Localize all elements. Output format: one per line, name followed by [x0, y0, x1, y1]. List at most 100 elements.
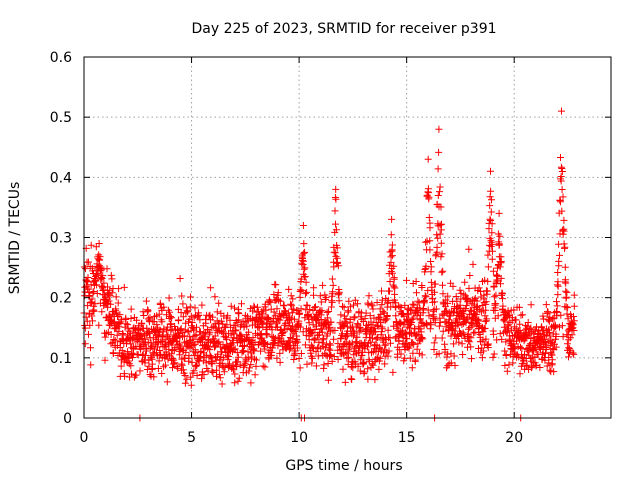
data-point: [375, 365, 383, 373]
data-point: [430, 339, 438, 347]
data-point: [301, 273, 309, 280]
data-point: [397, 319, 405, 327]
data-point: [558, 322, 566, 330]
data-point: [105, 290, 113, 298]
data-point: [163, 326, 170, 334]
data-point: [416, 325, 424, 333]
data-point: [366, 327, 374, 335]
data-point: [549, 315, 557, 323]
data-point: [105, 311, 113, 319]
data-point: [350, 314, 358, 322]
data-point: [181, 379, 189, 387]
data-point: [480, 291, 488, 299]
data-point: [235, 374, 243, 382]
data-point: [487, 187, 495, 195]
data-point: [389, 368, 397, 376]
data-point: [250, 302, 258, 310]
data-point: [169, 347, 177, 354]
data-point: [215, 371, 223, 379]
data-point: [544, 308, 552, 316]
data-point: [319, 281, 327, 289]
data-point: [381, 316, 389, 324]
data-point: [486, 202, 494, 210]
data-point: [128, 370, 135, 378]
data-point: [450, 340, 458, 348]
data-point: [93, 281, 101, 289]
data-point: [238, 300, 245, 308]
data-point: [344, 307, 352, 315]
data-point: [384, 352, 392, 360]
data-point: [246, 364, 253, 372]
data-point: [218, 380, 226, 388]
data-point: [570, 327, 578, 334]
data-point: [187, 381, 195, 389]
data-point: [390, 283, 398, 291]
data-point: [550, 368, 558, 376]
data-point: [318, 307, 326, 315]
data-point: [274, 333, 282, 341]
data-point: [96, 265, 104, 272]
data-point: [232, 326, 240, 334]
data-point: [272, 281, 280, 289]
data-point: [191, 304, 199, 312]
data-point: [523, 361, 531, 369]
data-point: [296, 293, 304, 301]
data-point: [200, 371, 208, 379]
data-point: [82, 265, 89, 273]
data-point: [332, 220, 339, 228]
data-point: [390, 262, 398, 270]
data-point: [388, 215, 396, 223]
data-point: [490, 350, 498, 358]
data-point: [331, 249, 339, 257]
data-point: [175, 316, 183, 324]
data-point: [459, 309, 467, 317]
tick-labels: 0 0.1 0.2 0.3 0.4 0.5 0.6 0 5 10 15 20: [50, 50, 523, 446]
data-point: [299, 328, 307, 336]
data-point: [359, 359, 367, 367]
data-point: [497, 274, 505, 282]
data-point: [250, 347, 258, 355]
data-point: [295, 355, 303, 362]
data-point: [360, 368, 368, 376]
data-point: [490, 330, 497, 338]
data-point: [138, 319, 146, 327]
data-point: [465, 325, 472, 333]
data-point: [390, 275, 398, 283]
data-point: [311, 326, 319, 333]
data-point: [368, 302, 376, 310]
data-point: [103, 265, 111, 273]
data-point: [325, 308, 333, 315]
data-point: [366, 312, 374, 320]
x-tick-label: 5: [187, 430, 196, 446]
data-point: [156, 299, 164, 307]
data-point: [421, 292, 429, 300]
data-point: [569, 349, 577, 357]
data-point: [287, 292, 295, 300]
data-point: [554, 269, 562, 276]
data-point: [438, 250, 446, 258]
data-point: [296, 309, 304, 317]
data-point: [164, 306, 172, 314]
data-point: [483, 315, 491, 323]
data-point: [561, 243, 569, 251]
data-point: [245, 328, 253, 336]
data-point: [424, 306, 432, 314]
data-point: [409, 339, 417, 347]
data-point: [479, 347, 487, 355]
data-point: [223, 321, 231, 329]
data-point: [95, 240, 103, 247]
data-point: [501, 317, 509, 325]
data-point: [133, 316, 141, 324]
data-point: [437, 203, 445, 211]
data-point: [527, 335, 535, 342]
data-point: [257, 347, 265, 355]
data-point: [466, 272, 474, 279]
data-point: [512, 316, 520, 324]
data-point: [433, 231, 441, 239]
data-point: [409, 314, 417, 322]
data-point: [233, 363, 241, 370]
data-point: [422, 293, 430, 301]
data-point: [436, 221, 444, 229]
data-point: [462, 302, 470, 310]
data-point: [431, 288, 438, 296]
